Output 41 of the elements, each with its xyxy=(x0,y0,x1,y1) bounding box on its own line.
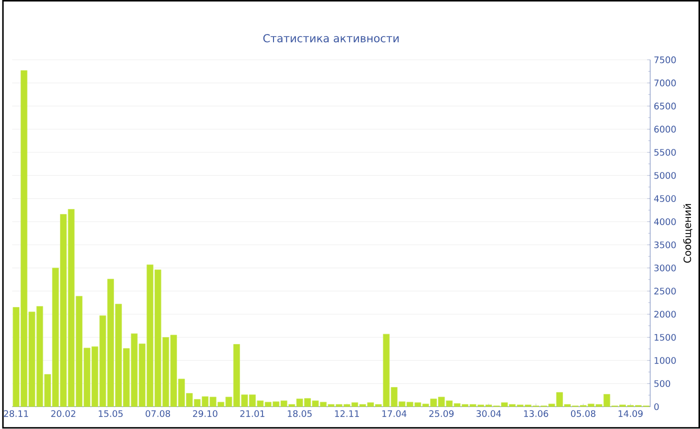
bar xyxy=(304,398,311,407)
y-tick-label: 7000 xyxy=(654,80,676,86)
x-tick-label: 15.05 xyxy=(98,410,123,418)
x-tick-label: 17.04 xyxy=(382,410,406,418)
y-tick-label: 2500 xyxy=(654,288,676,295)
x-tick-label: 18.05 xyxy=(288,410,312,418)
y-tick-label: 500 xyxy=(654,380,670,388)
y-tick-label: 5500 xyxy=(654,149,676,156)
bar xyxy=(241,394,248,407)
bar xyxy=(146,264,154,407)
y-axis-title: Сообщений xyxy=(683,204,692,263)
x-tick-label: 29.10 xyxy=(193,410,218,418)
bar xyxy=(115,304,122,407)
x-tick-label: 12.11 xyxy=(335,410,359,418)
bar xyxy=(20,70,28,407)
x-tick-label: 05.08 xyxy=(571,410,596,418)
bar xyxy=(52,268,59,407)
x-tick-label: 13.06 xyxy=(524,410,548,418)
y-tick-label: 3000 xyxy=(654,264,676,272)
y-tick-label: 3500 xyxy=(654,242,676,248)
bar xyxy=(430,399,437,407)
x-tick-label: 25.09 xyxy=(429,410,454,418)
x-tick-label: 21.01 xyxy=(240,410,264,418)
y-tick-label: 1500 xyxy=(654,334,676,341)
x-tick-label: 30.04 xyxy=(476,410,501,418)
y-tick-label: 5000 xyxy=(654,172,676,179)
bar xyxy=(178,378,185,407)
y-tick-label: 0 xyxy=(654,404,659,410)
x-tick-label: 20.02 xyxy=(51,410,76,418)
y-tick-label: 6000 xyxy=(654,126,676,133)
y-tick-label: 4500 xyxy=(654,195,676,202)
y-tick-label: 7500 xyxy=(654,56,676,64)
bar xyxy=(84,348,90,407)
x-tick-label: 07.08 xyxy=(146,410,170,418)
chart-title: Статистика активности xyxy=(263,34,399,43)
x-tick-label: 28.11 xyxy=(4,410,28,418)
y-tick-label: 6500 xyxy=(654,102,676,110)
y-tick-label: 2000 xyxy=(654,310,676,318)
y-tick-label: 4000 xyxy=(654,218,676,226)
x-tick-label: 14.09 xyxy=(618,410,643,418)
y-tick-label: 1000 xyxy=(654,357,676,364)
